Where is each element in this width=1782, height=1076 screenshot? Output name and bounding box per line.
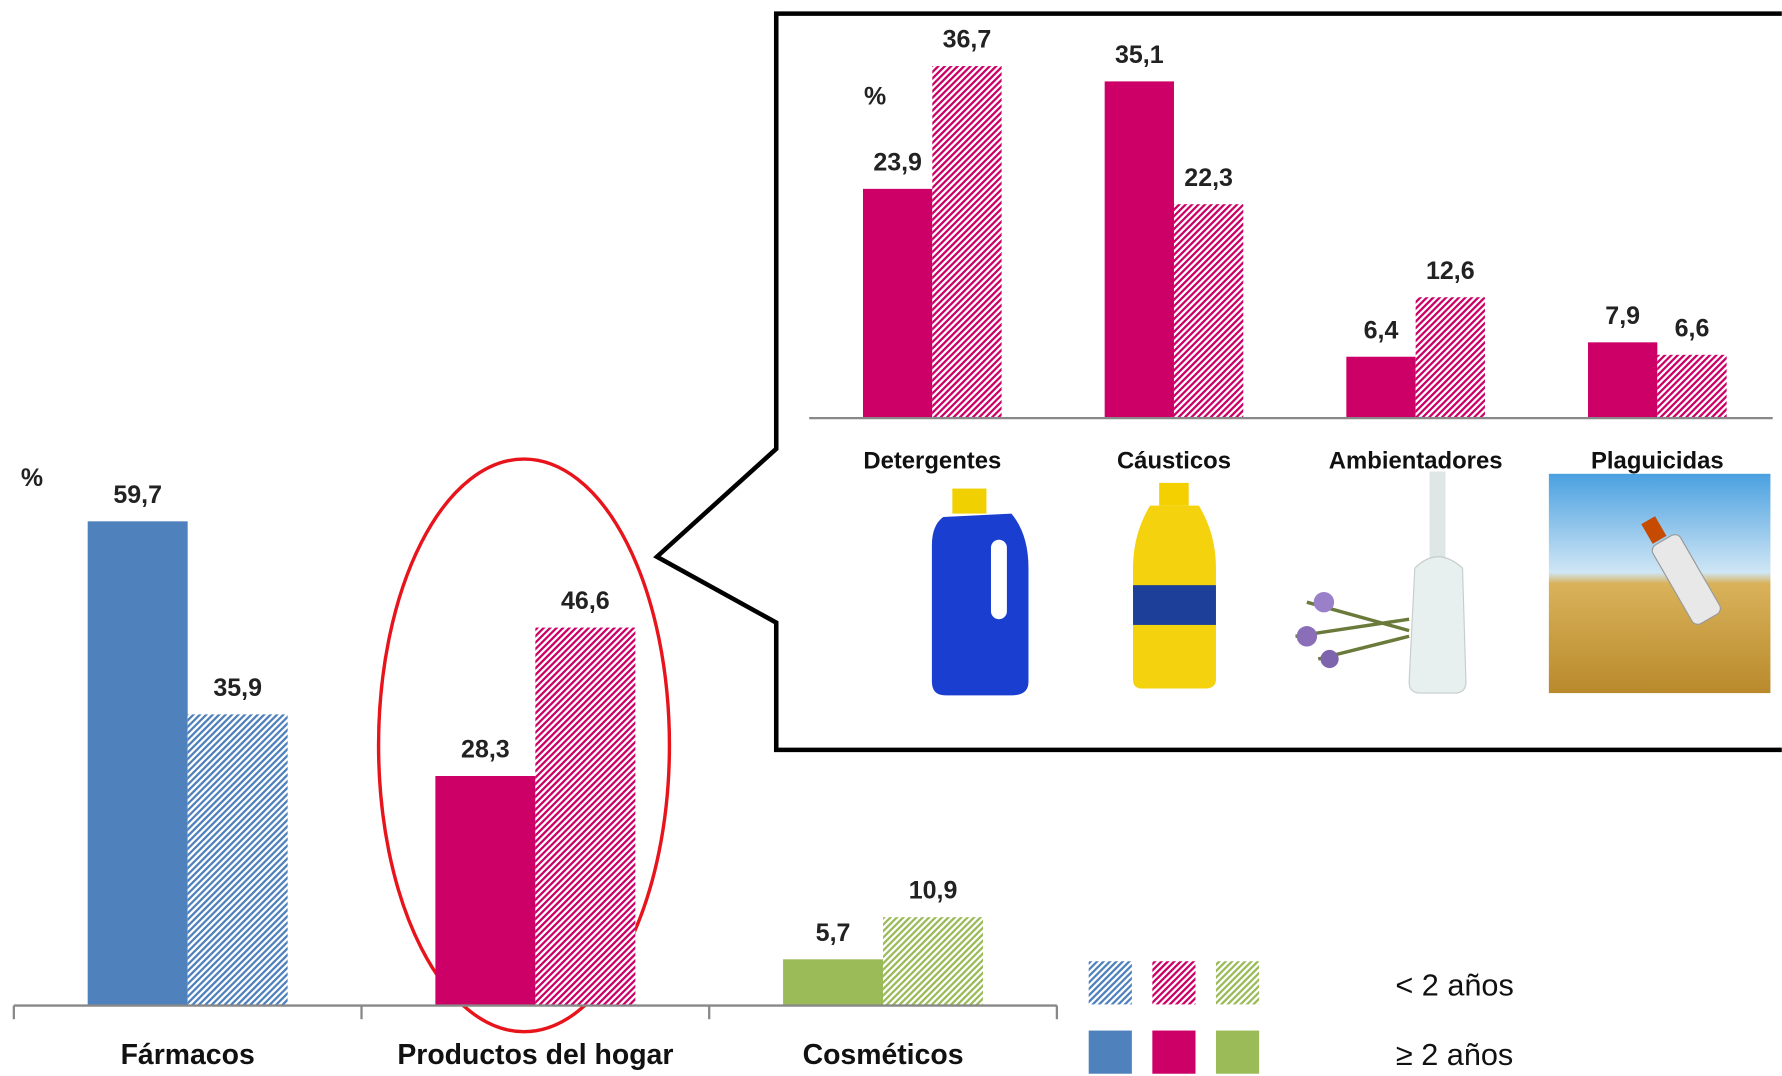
category-label: Cáusticos <box>1117 448 1231 475</box>
value-label: 12,6 <box>1426 257 1475 285</box>
bar <box>932 66 1002 419</box>
legend-swatch <box>1152 1030 1196 1074</box>
value-label: 6,6 <box>1675 314 1710 342</box>
legend-swatch <box>1152 961 1196 1005</box>
legend-swatch <box>1215 1030 1260 1074</box>
detergent-picture <box>931 488 1029 696</box>
unit-label: % <box>21 464 43 492</box>
bar <box>883 917 984 1006</box>
category-label: Ambientadores <box>1329 448 1503 475</box>
highlight-ellipse <box>376 457 672 1034</box>
value-label: 36,7 <box>943 26 992 54</box>
value-label: 7,9 <box>1605 302 1640 330</box>
bar <box>1173 204 1244 419</box>
value-label: 46,6 <box>561 587 610 615</box>
bar <box>1588 342 1658 419</box>
legend-swatch <box>1088 1030 1132 1074</box>
value-label: 35,1 <box>1115 41 1164 69</box>
bar <box>1104 81 1174 419</box>
legend-box <box>1346 1029 1563 1075</box>
callout-frame <box>653 11 1782 753</box>
value-label: 35,9 <box>213 674 262 702</box>
bar <box>1415 297 1485 419</box>
category-label: Plaguicidas <box>1591 448 1724 475</box>
value-label: 6,4 <box>1364 316 1399 344</box>
category-label: Productos del hogar <box>397 1039 673 1071</box>
category-label: Fármacos <box>121 1039 255 1071</box>
category-label: Cosméticos <box>803 1039 964 1071</box>
air-freshener-picture <box>1295 471 1467 694</box>
value-label: 10,9 <box>909 877 958 905</box>
pesticide-picture <box>1548 473 1771 694</box>
unit-label: % <box>864 82 886 110</box>
value-label: 5,7 <box>816 919 851 947</box>
bar <box>87 521 188 1006</box>
bar <box>1657 354 1727 419</box>
value-label: 28,3 <box>461 736 510 764</box>
bar <box>783 959 884 1006</box>
value-label: 22,3 <box>1184 164 1233 192</box>
bar <box>1346 356 1416 419</box>
caustic-picture <box>1133 482 1216 689</box>
value-label: 59,7 <box>113 481 162 509</box>
legend-swatch <box>1088 961 1132 1005</box>
value-label: 23,9 <box>873 148 922 176</box>
legend-box <box>1346 960 1563 1013</box>
bar <box>535 627 636 1006</box>
legend-swatch <box>1215 961 1260 1005</box>
legend-label: < 2 años <box>1395 968 1513 1002</box>
bar <box>187 714 288 1006</box>
bar <box>862 188 933 419</box>
bar <box>435 776 536 1006</box>
category-label: Detergentes <box>863 448 1001 475</box>
legend-label: ≥ 2 años <box>1396 1038 1513 1072</box>
